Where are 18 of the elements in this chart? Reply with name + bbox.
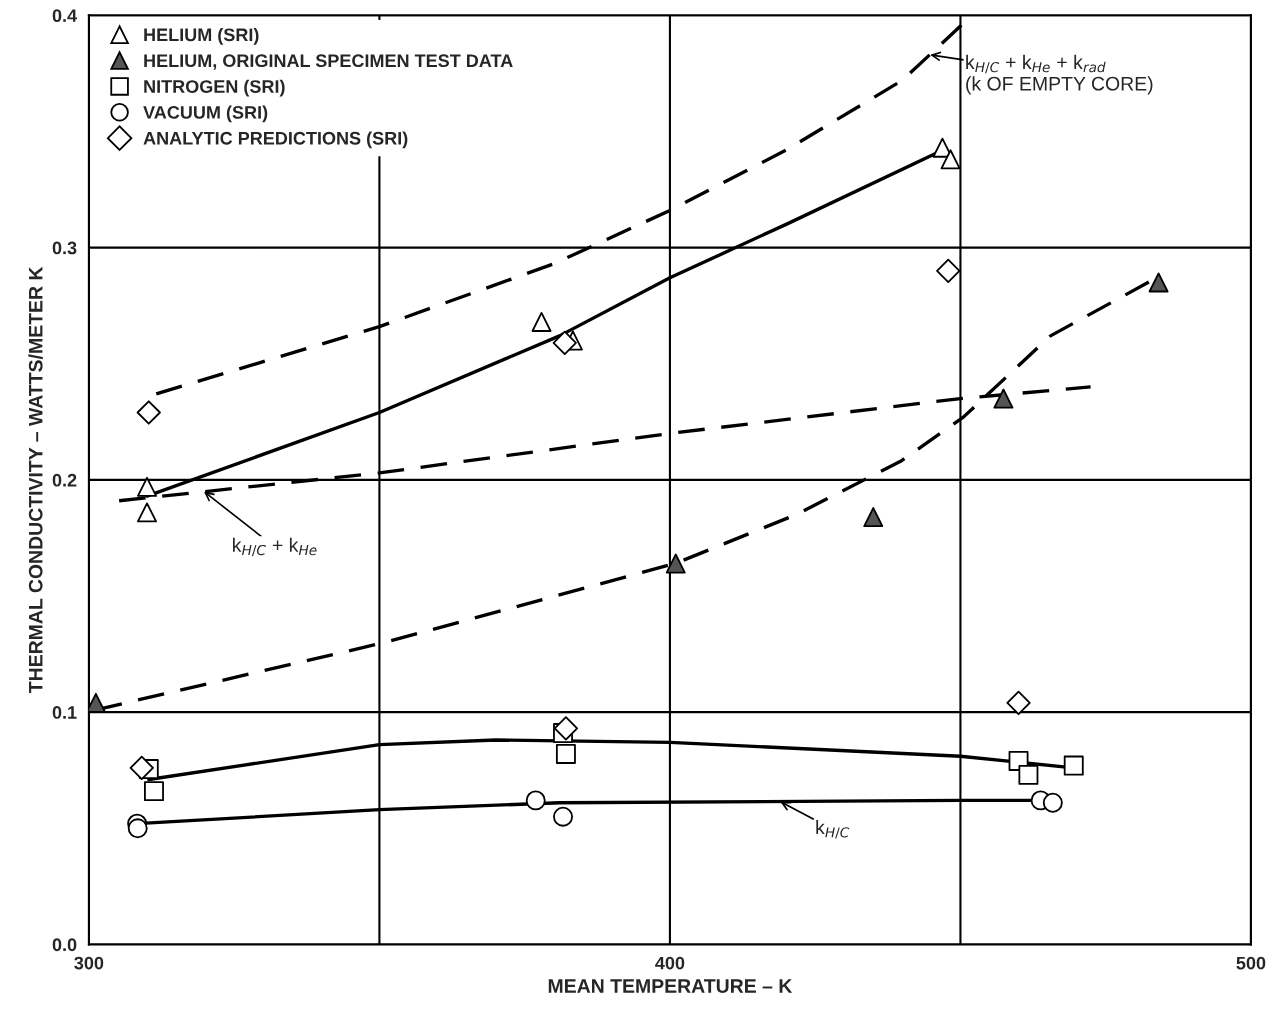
annotation: k$_{H/C}$ + k$_{He}$ + k$_{rad}$ (k OF EMPTY CORE) bbox=[966, 54, 1153, 95]
x-tick-label: 400 bbox=[655, 956, 685, 970]
y-tick-label: 0.4 bbox=[52, 9, 77, 23]
y-axis-title: THERMAL CONDUCTIVITY – WATTS/METER K bbox=[28, 266, 43, 694]
legend-label: NITROGEN (SRI) bbox=[144, 79, 285, 97]
legend-label: HELIUM (SRI) bbox=[144, 27, 259, 45]
legend-label: ANALYTIC PREDICTIONS (SRI) bbox=[143, 131, 408, 149]
legend-label: VACUUM (SRI) bbox=[143, 105, 268, 123]
y-tick-label: 0.0 bbox=[52, 938, 77, 952]
annotation: k$_{H/C}$ + k$_{He}$ bbox=[233, 537, 317, 557]
legend-label: HELIUM, ORIGINAL SPECIMEN TEST DATA bbox=[144, 54, 513, 70]
y-tick-label: 0.3 bbox=[52, 241, 77, 255]
x-axis-title: MEAN TEMPERATURE – K bbox=[548, 979, 793, 993]
y-tick-label: 0.1 bbox=[52, 706, 77, 719]
x-tick-label: 500 bbox=[1236, 956, 1266, 970]
y-tick-label: 0.2 bbox=[52, 473, 77, 487]
annotation: k$_{H/C}$ bbox=[816, 820, 850, 839]
x-tick-label: 300 bbox=[74, 956, 104, 970]
